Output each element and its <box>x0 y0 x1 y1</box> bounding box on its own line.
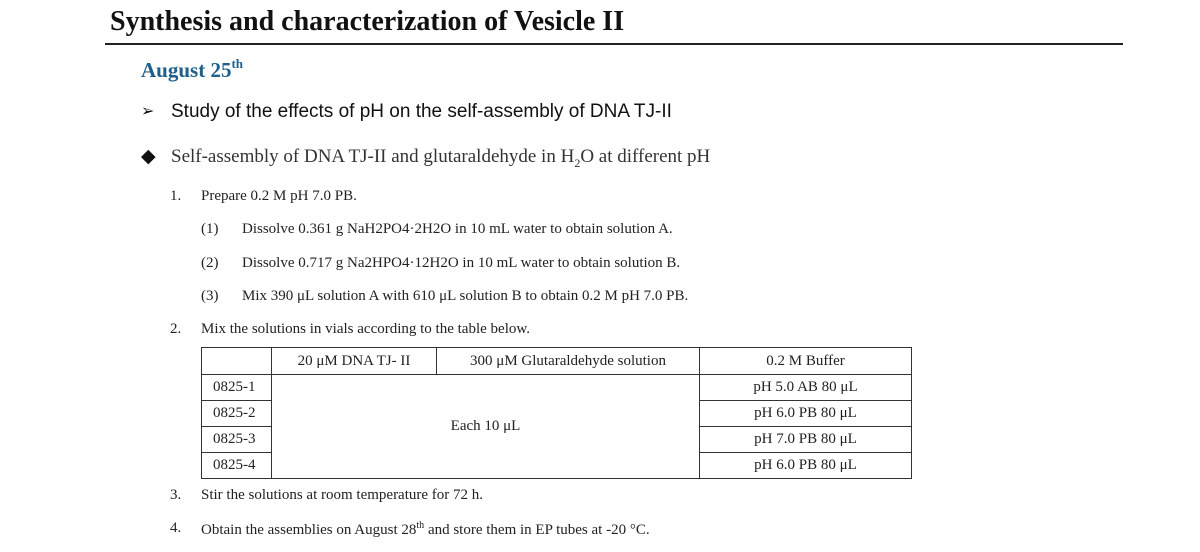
step-text: Prepare 0.2 M pH 7.0 PB. <box>201 188 357 204</box>
title-divider <box>105 43 1123 45</box>
step-number: 2. <box>170 321 182 337</box>
step-text-pre: Obtain the assemblies on August 28 <box>201 522 417 538</box>
step-text-suffix: th <box>416 520 425 531</box>
subsection-heading-subscript: 2 <box>574 155 581 170</box>
table-row: 0825-3 pH 7.0 PB 80 μL <box>201 426 912 453</box>
sample-id-cell: 0825-3 <box>201 426 272 453</box>
subsection-heading: Self-assembly of DNA TJ-II and glutarald… <box>171 146 710 171</box>
subsection-heading-pre: Self-assembly of DNA TJ-II and glutarald… <box>171 146 575 167</box>
sample-id-cell: 0825-1 <box>201 374 272 401</box>
table-row: 0825-4 pH 6.0 PB 80 μL <box>201 452 912 479</box>
buffer-cell: pH 6.0 PB 80 μL <box>699 452 912 479</box>
buffer-cell: pH 7.0 PB 80 μL <box>699 426 912 453</box>
substep-text: Dissolve 0.717 g Na2HPO4·12H2O in 10 mL … <box>242 255 681 271</box>
sample-id-cell: 0825-2 <box>201 400 272 427</box>
step-text: Obtain the assemblies on August 28th and… <box>201 520 650 539</box>
table-header-cell <box>201 347 272 375</box>
diamond-bullet-icon: ◆ <box>141 145 156 167</box>
substep-number: (1) <box>201 221 219 237</box>
step-number: 4. <box>170 520 182 536</box>
substep-text: Dissolve 0.361 g NaH2PO4·2H2O in 10 mL w… <box>242 221 673 237</box>
arrow-bullet-icon: ➢ <box>141 101 155 120</box>
table-header-cell: 20 μM DNA TJ- II <box>271 347 437 375</box>
table-row: 0825-2 pH 6.0 PB 80 μL <box>201 400 912 427</box>
substep-text: Mix 390 μL solution A with 610 μL soluti… <box>242 288 689 304</box>
buffer-cell: pH 6.0 PB 80 μL <box>699 400 912 427</box>
page-title: Synthesis and characterization of Vesicl… <box>110 6 625 37</box>
sample-id-cell: 0825-4 <box>201 452 272 479</box>
step-text: Mix the solutions in vials according to … <box>201 321 530 337</box>
date-heading: August 25th <box>141 56 243 83</box>
section-heading: Study of the effects of pH on the self-a… <box>171 101 672 122</box>
merged-volume-cell: Each 10 μL <box>271 374 700 479</box>
substep-number: (3) <box>201 288 219 304</box>
table-header-cell: 0.2 M Buffer <box>699 347 912 375</box>
step-number: 3. <box>170 487 182 503</box>
table-header-row: 20 μM DNA TJ- II 300 μM Glutaraldehyde s… <box>201 347 912 375</box>
buffer-cell: pH 5.0 AB 80 μL <box>699 374 912 401</box>
step-number: 1. <box>170 188 182 204</box>
step-text-post: and store them in EP tubes at -20 °C. <box>424 522 650 538</box>
date-main: August 25 <box>141 58 232 82</box>
date-suffix: th <box>231 56 244 71</box>
substep-number: (2) <box>201 255 219 271</box>
step-text: Stir the solutions at room temperature f… <box>201 487 484 503</box>
subsection-heading-post: O at different pH <box>580 146 711 167</box>
table-header-cell: 300 μM Glutaraldehyde solution <box>436 347 700 375</box>
table-row: 0825-1 Each 10 μL pH 5.0 AB 80 μL <box>201 374 912 479</box>
mixing-table: 20 μM DNA TJ- II 300 μM Glutaraldehyde s… <box>201 347 912 479</box>
